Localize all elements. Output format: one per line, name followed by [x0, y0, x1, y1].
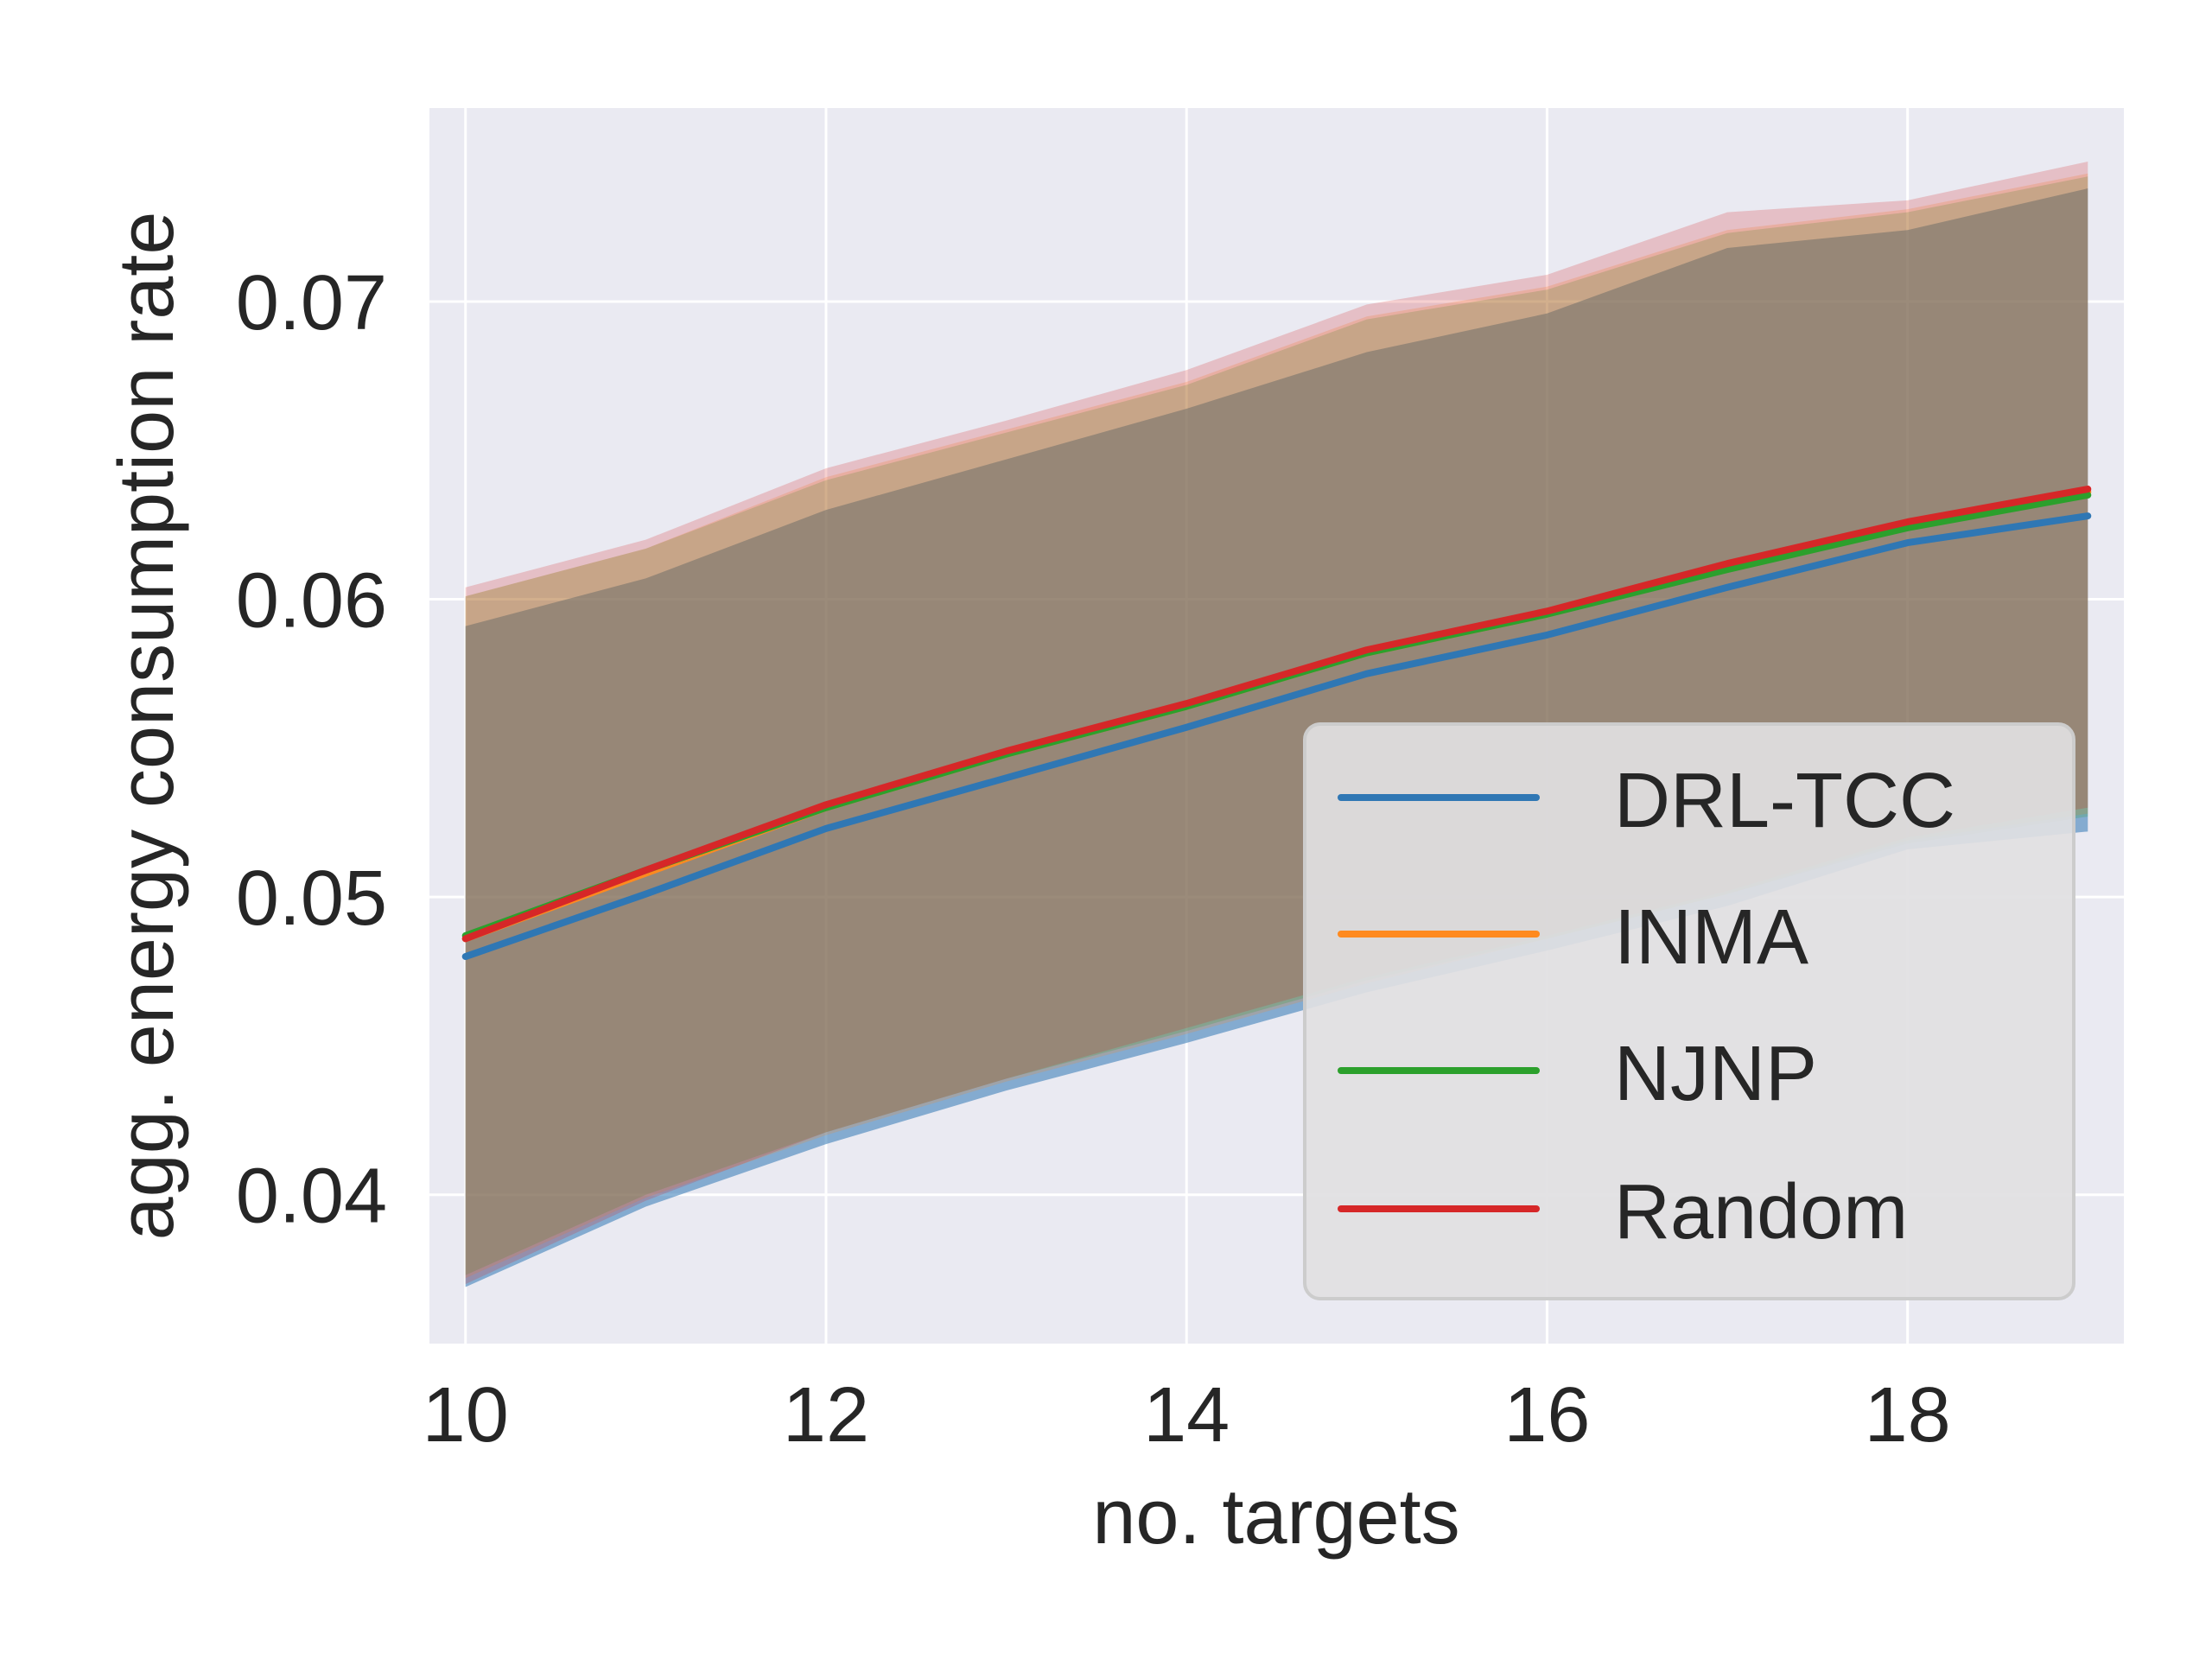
line-drl-tcc [461, 512, 2092, 961]
x-tick-label: 12 [783, 1372, 869, 1459]
x-ticks: 10 12 14 16 18 [423, 1372, 1951, 1459]
y-ticks: 0.04 0.05 0.06 0.07 [236, 260, 387, 1240]
x-tick-label: 16 [1503, 1372, 1590, 1459]
x-axis-label: no. targets [1092, 1474, 1459, 1560]
confidence-bands [465, 162, 2088, 1287]
y-tick-label: 0.05 [236, 855, 387, 942]
x-tick-label: 18 [1865, 1372, 1951, 1459]
x-tick-label: 14 [1143, 1372, 1230, 1459]
legend-label-random: Random [1614, 1169, 1908, 1255]
line-random [461, 486, 2092, 943]
legend: DRL-TCC INMA NJNP Random [1303, 722, 2075, 1300]
legend-box [1303, 722, 2075, 1300]
x-tick-label: 10 [423, 1372, 509, 1459]
legend-label-inma: INMA [1614, 894, 1808, 981]
y-axis-label: agg. energy consumption rate [104, 212, 190, 1241]
band-njnp [465, 176, 2088, 1275]
y-tick-label: 0.04 [236, 1154, 387, 1240]
band-random [465, 162, 2088, 1285]
series-lines [461, 486, 2092, 961]
band-inma [465, 173, 2088, 1279]
y-tick-label: 0.07 [236, 260, 387, 346]
legend-label-drl-tcc: DRL-TCC [1614, 758, 1955, 844]
y-tick-label: 0.06 [236, 558, 387, 645]
band-drl-tcc [465, 188, 2088, 1287]
legend-label-njnp: NJNP [1614, 1031, 1817, 1117]
